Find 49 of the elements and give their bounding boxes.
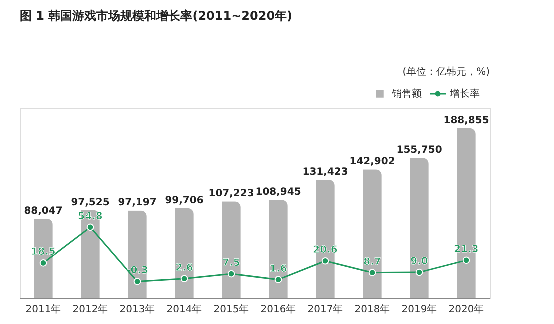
data-label: 2.6 [176,262,194,274]
x-tick-label: 2018年 [354,304,390,316]
x-tick-label: 2014年 [166,304,202,316]
data-label: 20.6 [313,245,338,256]
bar [222,202,241,298]
data-label: 7.5 [222,258,240,270]
data-label: 9.0 [410,256,428,268]
x-tick-label: 2020年 [448,304,484,316]
data-label: 99,706 [165,195,204,206]
data-label: 8.7 [364,256,382,268]
data-label: 131,423 [302,166,348,178]
x-tick-label: 2015年 [214,304,250,316]
point [40,260,48,267]
bar [410,158,429,298]
point [86,224,94,232]
point [274,276,282,284]
point [134,278,142,286]
data-label: 97,525 [71,197,110,208]
data-label: 108,945 [256,187,302,198]
point [416,268,424,276]
point [368,269,376,277]
x-tick-label: 2017年 [308,304,344,316]
x-tick-label: 2011年 [26,304,62,316]
point [180,275,188,283]
data-label: 88,047 [24,206,63,217]
legend-label: 销售额 [391,88,422,100]
legend-label: 增长率 [449,88,480,100]
data-label: 155,750 [396,145,442,156]
point [462,256,470,264]
point [322,257,330,265]
data-label: 97,197 [118,198,157,209]
data-label: 18.5 [31,247,56,258]
data-label: 142,902 [350,156,396,168]
bar [175,208,194,298]
bar [269,200,288,298]
data-label: 107,223 [208,188,254,200]
data-label: 188,855 [444,115,490,126]
x-tick-label: 2012年 [72,304,108,316]
bar [363,170,382,298]
x-tick-label: 2019年 [402,304,438,316]
data-label: 21.3 [454,244,479,256]
bar [128,210,147,298]
chart-title: 图 1 韩国游戏市场规模和增长率(2011~2020年) [20,9,293,23]
x-tick-label: 2013年 [120,304,156,316]
data-label: 1.6 [270,264,288,275]
x-tick-label: 2016年 [260,304,296,316]
data-label: 54.8 [78,211,103,222]
text: (单位：亿韩元，%) [402,66,490,78]
point [228,270,236,278]
